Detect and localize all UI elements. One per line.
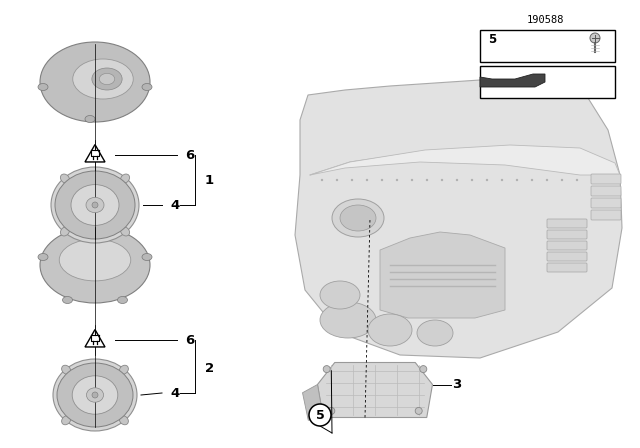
Text: 6: 6 [185, 333, 195, 346]
Ellipse shape [99, 73, 115, 85]
Circle shape [323, 366, 330, 373]
Ellipse shape [119, 416, 129, 425]
Ellipse shape [53, 359, 137, 431]
FancyBboxPatch shape [547, 241, 587, 250]
Circle shape [92, 202, 98, 208]
Ellipse shape [417, 320, 453, 346]
Circle shape [516, 179, 518, 181]
FancyBboxPatch shape [591, 186, 621, 196]
Ellipse shape [60, 227, 70, 236]
Circle shape [456, 179, 458, 181]
Circle shape [590, 33, 600, 43]
FancyBboxPatch shape [547, 219, 587, 228]
Ellipse shape [57, 363, 133, 427]
Circle shape [321, 179, 323, 181]
Ellipse shape [320, 302, 376, 338]
Circle shape [561, 179, 563, 181]
Ellipse shape [142, 83, 152, 90]
Ellipse shape [85, 116, 95, 122]
Ellipse shape [73, 59, 133, 99]
Ellipse shape [61, 365, 70, 374]
Circle shape [486, 179, 488, 181]
Ellipse shape [40, 42, 150, 122]
Ellipse shape [60, 174, 70, 183]
Ellipse shape [60, 239, 131, 281]
Ellipse shape [61, 416, 70, 425]
Polygon shape [85, 330, 105, 347]
FancyBboxPatch shape [480, 66, 615, 98]
Text: 190588: 190588 [526, 15, 564, 25]
Circle shape [420, 366, 427, 373]
Circle shape [92, 392, 98, 398]
Ellipse shape [51, 167, 139, 243]
FancyBboxPatch shape [547, 230, 587, 239]
Circle shape [411, 179, 413, 181]
Ellipse shape [320, 281, 360, 309]
Ellipse shape [38, 83, 48, 90]
Ellipse shape [38, 254, 48, 260]
Ellipse shape [340, 205, 376, 231]
Circle shape [606, 179, 608, 181]
Circle shape [546, 179, 548, 181]
Polygon shape [380, 232, 505, 318]
Ellipse shape [142, 254, 152, 260]
Text: 4: 4 [170, 198, 179, 211]
Polygon shape [295, 77, 622, 358]
FancyBboxPatch shape [547, 263, 587, 272]
Circle shape [426, 179, 428, 181]
Circle shape [576, 179, 578, 181]
Circle shape [591, 179, 593, 181]
Circle shape [328, 407, 335, 414]
Polygon shape [310, 145, 620, 175]
FancyBboxPatch shape [591, 174, 621, 184]
Circle shape [441, 179, 443, 181]
Text: 3: 3 [452, 378, 461, 391]
Text: 1: 1 [205, 173, 214, 186]
Circle shape [381, 179, 383, 181]
Circle shape [396, 179, 398, 181]
Ellipse shape [63, 297, 72, 303]
Circle shape [351, 179, 353, 181]
Ellipse shape [86, 198, 104, 213]
Ellipse shape [40, 227, 150, 303]
Text: 4: 4 [170, 387, 179, 400]
Polygon shape [317, 362, 433, 418]
FancyBboxPatch shape [547, 252, 587, 261]
Text: 5: 5 [488, 33, 496, 46]
Ellipse shape [118, 297, 127, 303]
Text: 6: 6 [185, 148, 195, 161]
Polygon shape [85, 145, 105, 162]
Ellipse shape [332, 199, 384, 237]
Circle shape [500, 179, 503, 181]
Polygon shape [480, 74, 545, 87]
Circle shape [366, 179, 368, 181]
Ellipse shape [368, 314, 412, 346]
Ellipse shape [86, 388, 104, 402]
Text: 5: 5 [316, 409, 324, 422]
Text: 2: 2 [205, 362, 214, 375]
Circle shape [415, 407, 422, 414]
Circle shape [336, 179, 338, 181]
Ellipse shape [72, 376, 118, 414]
Ellipse shape [120, 174, 129, 183]
Circle shape [309, 404, 331, 426]
Ellipse shape [71, 185, 119, 225]
Ellipse shape [119, 365, 129, 374]
Ellipse shape [120, 227, 129, 236]
Circle shape [471, 179, 473, 181]
Ellipse shape [92, 68, 122, 90]
Circle shape [531, 179, 533, 181]
FancyBboxPatch shape [591, 210, 621, 220]
FancyBboxPatch shape [591, 198, 621, 208]
FancyBboxPatch shape [480, 30, 615, 62]
Ellipse shape [55, 171, 135, 239]
Polygon shape [303, 384, 323, 420]
